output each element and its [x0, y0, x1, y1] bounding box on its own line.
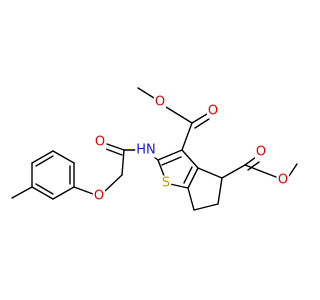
label-background: [160, 175, 172, 191]
label-background: [206, 103, 220, 119]
molecule-diagram: O O O O HN O O S: [11, 87, 298, 211]
atom-label: O: [94, 189, 104, 204]
label-background: [254, 144, 268, 160]
atom-label: HN: [136, 143, 156, 158]
atom-labels: O O O O HN O O S: [92, 94, 290, 204]
atom-label: O: [278, 173, 288, 188]
atom-label: S: [162, 176, 170, 191]
label-background: [276, 172, 290, 188]
label-background: [92, 188, 106, 204]
bonds: [11, 87, 298, 211]
atom-label: O: [155, 95, 165, 110]
label-background: [135, 142, 157, 158]
atom-label: O: [256, 145, 266, 160]
label-background: [93, 134, 107, 150]
atom-label: O: [95, 135, 105, 150]
label-background: [153, 94, 167, 110]
atom-label: O: [208, 104, 218, 119]
